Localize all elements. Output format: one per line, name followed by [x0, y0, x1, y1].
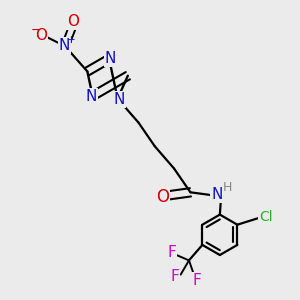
Text: N: N: [59, 38, 70, 53]
Text: O: O: [156, 188, 169, 206]
Text: F: F: [193, 273, 202, 288]
Text: H: H: [222, 182, 232, 194]
Text: +: +: [67, 34, 76, 45]
Text: N: N: [211, 187, 223, 202]
Text: O: O: [68, 14, 80, 29]
Text: F: F: [170, 268, 179, 284]
Text: F: F: [167, 244, 176, 260]
Text: O: O: [35, 28, 47, 43]
Text: N: N: [85, 88, 97, 104]
Text: N: N: [113, 92, 125, 107]
Text: Cl: Cl: [259, 210, 272, 224]
Text: N: N: [105, 51, 116, 66]
Text: −: −: [31, 24, 41, 37]
